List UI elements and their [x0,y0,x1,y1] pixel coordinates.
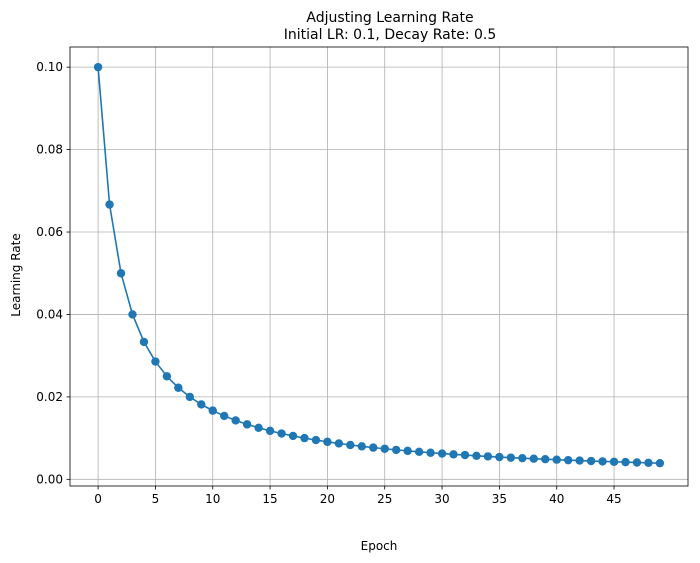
x-tick-label: 40 [549,492,564,506]
chart-subtitle: Initial LR: 0.1, Decay Rate: 0.5 [284,27,497,43]
data-point [552,455,561,464]
x-tick-label: 30 [434,492,449,506]
data-point [575,456,584,465]
data-point [472,451,481,460]
x-tick-label: 35 [492,492,507,506]
x-tick-label: 25 [377,492,392,506]
data-point [334,439,344,448]
data-point [403,446,412,456]
series-line [97,67,660,464]
data-point [426,448,435,457]
series-layer [93,62,665,468]
data-point [483,452,493,461]
data-point [323,437,332,447]
data-point [242,420,252,429]
y-tick-label: 0.06 [36,225,63,239]
data-point [644,458,653,468]
y-tick-label: 0.08 [36,143,63,157]
data-point [621,457,630,467]
data-point [414,447,424,457]
data-point [105,200,114,209]
x-tick-label: 10 [205,492,220,506]
data-point [609,457,619,466]
data-point [632,458,642,467]
data-point [346,440,355,450]
data-point [151,357,160,366]
x-tick-label: 45 [606,492,621,506]
x-axis-label: Epoch [361,539,398,553]
data-point [93,62,103,72]
data-point [116,269,126,278]
data-point [529,454,538,463]
y-axis-label: Learning Rate [9,233,23,316]
data-point [288,431,298,441]
data-point [369,443,378,452]
data-point [197,400,206,409]
data-point [174,383,183,392]
data-point [655,458,665,468]
data-point [357,442,367,451]
data-point [231,416,240,425]
data-point [541,455,550,464]
data-point [277,429,286,438]
axis-ticks: 0 5 10 15 20 25 30 35 40 45 0.00 0.02 0.04 0.06 0.08 0.… [36,60,621,506]
x-tick-label: 5 [152,492,160,506]
plot-frame [69,46,689,487]
data-point [300,433,309,443]
data-point [598,457,607,466]
x-tick-label: 0 [94,492,102,506]
data-point [586,456,596,466]
data-point [208,406,217,415]
y-tick-label: 0.02 [36,390,63,404]
data-point [506,453,516,462]
data-point [518,453,527,463]
data-point [460,450,470,460]
y-tick-label: 0.04 [36,307,63,321]
data-point [128,310,137,319]
data-point [265,426,275,436]
data-point [495,452,504,462]
x-tick-label: 15 [262,492,277,506]
data-point [220,411,229,421]
y-tick-label: 0.00 [36,472,63,486]
data-point [139,337,149,347]
data-point [311,435,321,445]
data-point [162,372,172,381]
data-point [391,445,401,455]
grid-lines [70,47,688,486]
chart-title: Adjusting Learning Rate [306,10,473,26]
data-point [449,450,458,459]
data-point [563,455,573,465]
data-point [380,444,389,453]
data-point [437,449,447,458]
x-tick-label: 20 [320,492,335,506]
y-tick-label: 0.10 [36,60,63,74]
data-point [254,423,263,433]
data-point [185,392,195,402]
